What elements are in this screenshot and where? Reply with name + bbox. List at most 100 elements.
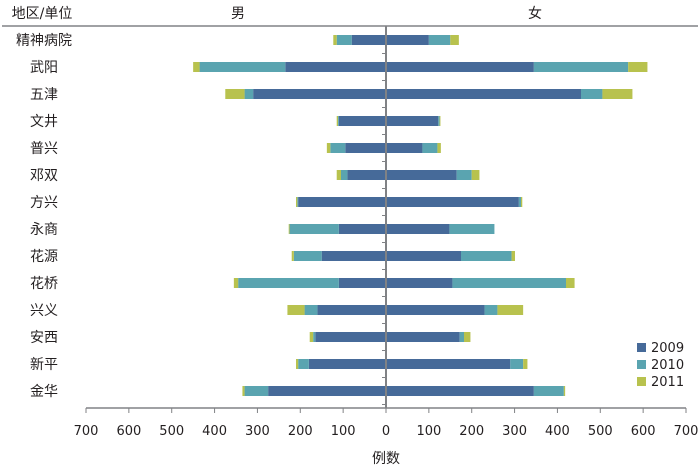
bar-female-2009-0 bbox=[386, 35, 429, 45]
bar-female-2010-8 bbox=[461, 251, 512, 261]
bar-male-2011-4 bbox=[326, 143, 331, 153]
bar-male-2010-0 bbox=[336, 35, 352, 45]
bar-female-2010-0 bbox=[428, 35, 451, 45]
x-tick-label: 500 bbox=[159, 424, 184, 439]
right-panel-title: 女 bbox=[528, 5, 542, 22]
bar-male-2009-12 bbox=[308, 359, 386, 369]
bar-male-2010-12 bbox=[298, 359, 309, 369]
bar-male-2009-9 bbox=[338, 278, 386, 288]
bar-male-2011-10 bbox=[287, 305, 305, 315]
bar-female-2011-0 bbox=[450, 35, 459, 45]
bar-male-2010-8 bbox=[293, 251, 322, 261]
x-tick-label: 0 bbox=[382, 424, 390, 439]
bar-male-2011-11 bbox=[309, 332, 314, 342]
bar-female-2009-2 bbox=[386, 89, 581, 99]
bar-female-2009-6 bbox=[386, 197, 519, 207]
bar-male-2009-10 bbox=[317, 305, 386, 315]
bar-male-2009-1 bbox=[285, 62, 386, 72]
bar-female-2011-9 bbox=[566, 278, 575, 288]
legend-label-2009: 2009 bbox=[651, 341, 684, 356]
x-tick-label: 300 bbox=[502, 424, 527, 439]
bar-male-2011-0 bbox=[333, 35, 337, 45]
bar-male-2011-5 bbox=[336, 170, 341, 180]
legend-label-2011: 2011 bbox=[651, 375, 684, 390]
bar-male-2010-4 bbox=[330, 143, 346, 153]
x-tick-label: 100 bbox=[331, 424, 356, 439]
bar-female-2010-7 bbox=[449, 224, 495, 234]
bar-female-2009-10 bbox=[386, 305, 485, 315]
bar-female-2011-4 bbox=[437, 143, 441, 153]
bar-male-2010-1 bbox=[199, 62, 286, 72]
bar-male-2010-2 bbox=[244, 89, 254, 99]
category-label: 五津 bbox=[30, 87, 58, 103]
bars-layer bbox=[193, 35, 648, 396]
bar-female-2009-1 bbox=[386, 62, 534, 72]
legend-swatch-2009 bbox=[637, 343, 646, 352]
x-tick-label: 500 bbox=[588, 424, 613, 439]
x-axis-label: 例数 bbox=[372, 451, 400, 467]
bar-female-2010-11 bbox=[459, 332, 464, 342]
category-label: 兴义 bbox=[30, 303, 58, 319]
bar-male-2009-11 bbox=[315, 332, 386, 342]
x-tick-label: 600 bbox=[631, 424, 656, 439]
bar-male-2011-6 bbox=[296, 197, 298, 207]
bar-male-2009-2 bbox=[253, 89, 386, 99]
bar-female-2010-10 bbox=[484, 305, 498, 315]
bar-male-2010-9 bbox=[238, 278, 339, 288]
legend-swatch-2011 bbox=[637, 377, 646, 386]
bar-female-2009-4 bbox=[386, 143, 423, 153]
bar-male-2010-13 bbox=[244, 386, 269, 396]
x-tick-label: 200 bbox=[288, 424, 313, 439]
category-label: 金华 bbox=[30, 384, 58, 400]
x-tick-label: 700 bbox=[74, 424, 99, 439]
bar-male-2011-8 bbox=[291, 251, 294, 261]
bar-female-2011-12 bbox=[523, 359, 528, 369]
category-label: 方兴 bbox=[30, 195, 58, 211]
bar-male-2009-6 bbox=[298, 197, 386, 207]
bar-female-2009-8 bbox=[386, 251, 461, 261]
x-tick-label: 300 bbox=[245, 424, 270, 439]
bar-female-2010-2 bbox=[581, 89, 603, 99]
bar-male-2011-1 bbox=[193, 62, 200, 72]
bar-female-2010-9 bbox=[452, 278, 566, 288]
bar-female-2011-2 bbox=[602, 89, 633, 99]
bar-female-2010-5 bbox=[456, 170, 472, 180]
category-label: 邓双 bbox=[30, 168, 58, 184]
bar-female-2011-5 bbox=[471, 170, 480, 180]
legend-label-2010: 2010 bbox=[651, 358, 684, 373]
bar-male-2010-10 bbox=[304, 305, 318, 315]
bar-female-2011-1 bbox=[628, 62, 648, 72]
bar-female-2011-3 bbox=[439, 116, 441, 126]
bar-male-2009-7 bbox=[338, 224, 386, 234]
bar-male-2011-13 bbox=[242, 386, 245, 396]
bar-female-2009-13 bbox=[386, 386, 534, 396]
category-label: 普兴 bbox=[30, 141, 58, 157]
legend-swatch-2010 bbox=[637, 360, 646, 369]
bar-female-2009-9 bbox=[386, 278, 453, 288]
bar-female-2011-10 bbox=[497, 305, 524, 315]
x-tick-label: 600 bbox=[116, 424, 141, 439]
bar-male-2011-7 bbox=[288, 224, 290, 234]
bar-male-2009-4 bbox=[345, 143, 386, 153]
bar-female-2009-12 bbox=[386, 359, 511, 369]
category-label: 花源 bbox=[30, 249, 58, 265]
bar-male-2011-9 bbox=[233, 278, 239, 288]
bar-female-2011-6 bbox=[521, 197, 523, 207]
category-label: 永商 bbox=[30, 222, 58, 238]
category-label: 新平 bbox=[30, 357, 58, 373]
bar-male-2010-5 bbox=[341, 170, 348, 180]
bar-male-2011-12 bbox=[296, 359, 299, 369]
category-label: 安西 bbox=[30, 330, 58, 346]
bar-male-2010-3 bbox=[338, 116, 339, 126]
bar-male-2010-6 bbox=[297, 197, 299, 207]
bar-female-2009-3 bbox=[386, 116, 439, 126]
bar-male-2010-11 bbox=[313, 332, 316, 342]
bar-male-2011-2 bbox=[225, 89, 245, 99]
bar-female-2009-11 bbox=[386, 332, 460, 342]
bar-female-2010-3 bbox=[438, 116, 440, 126]
bar-female-2010-6 bbox=[518, 197, 521, 207]
bar-female-2010-4 bbox=[422, 143, 438, 153]
bar-male-2009-8 bbox=[321, 251, 386, 261]
